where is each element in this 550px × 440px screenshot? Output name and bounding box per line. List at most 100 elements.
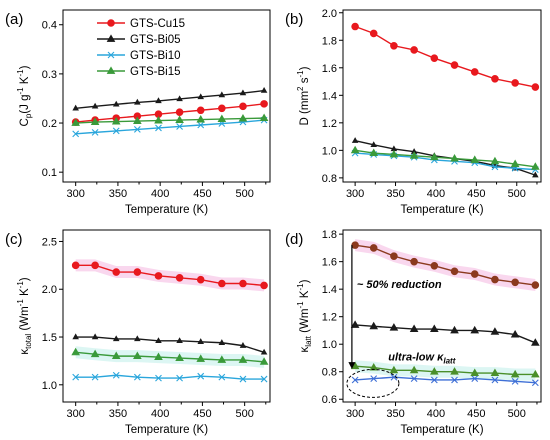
data-point <box>471 375 479 382</box>
data-point <box>490 368 500 377</box>
data-point <box>470 155 480 163</box>
data-point <box>409 324 419 332</box>
data-point <box>491 275 499 284</box>
y-axis-label: κlatt (Wm-1 K-1) <box>296 279 313 352</box>
x-tick-label: 400 <box>151 188 169 200</box>
data-point <box>154 352 163 360</box>
y-tick-label: 1.2 <box>322 118 337 130</box>
series-line <box>355 149 536 168</box>
data-point <box>410 375 418 382</box>
x-tick-label: 450 <box>193 408 211 420</box>
x-tick-label: 350 <box>386 188 404 200</box>
data-point <box>154 115 163 124</box>
x-tick-label: 450 <box>467 408 485 420</box>
data-point <box>217 114 227 122</box>
x-tick-label: 300 <box>346 188 364 200</box>
series-line <box>355 365 536 376</box>
data-point <box>389 365 399 374</box>
data-point <box>351 22 359 31</box>
data-point <box>154 272 163 280</box>
data-point <box>490 156 500 165</box>
data-point <box>197 372 205 380</box>
data-point <box>531 162 540 170</box>
y-tick-label: 2.0 <box>322 8 337 20</box>
legend-label: GTS-Cu15 <box>130 18 185 30</box>
y-axis-label: κtotal (Wm-1 K-1) <box>16 277 33 354</box>
data-point <box>112 268 121 276</box>
data-point <box>370 375 378 382</box>
data-point <box>369 148 379 157</box>
series-line <box>75 89 265 109</box>
data-point <box>155 374 162 382</box>
y-tick-label: 1.6 <box>322 257 337 269</box>
series-2 <box>72 86 268 111</box>
panel-label: (a) <box>5 11 23 28</box>
x-axis-label: Temperature (K) <box>400 204 483 216</box>
series-4 <box>71 113 269 126</box>
data-point <box>369 321 379 330</box>
data-point <box>531 379 539 387</box>
series-4 <box>350 145 540 170</box>
data-point <box>510 329 520 338</box>
y-tick-label: 1.8 <box>322 229 337 241</box>
data-point <box>511 278 519 287</box>
data-point <box>71 261 80 270</box>
plot-frame <box>62 229 271 403</box>
series-line <box>75 374 265 380</box>
data-point <box>218 339 226 345</box>
x-tick-label: 350 <box>109 408 127 420</box>
x-tick-label: 500 <box>235 188 253 200</box>
y-axis-label: Cp(J g-1 K-1) <box>16 65 33 126</box>
data-point <box>176 123 183 130</box>
x-tick-label: 350 <box>109 188 127 200</box>
data-point <box>90 117 100 125</box>
legend-item: GTS-Bi05 <box>97 34 181 46</box>
data-point <box>430 324 439 332</box>
data-point <box>134 98 141 105</box>
series-line <box>75 117 265 124</box>
data-point <box>470 68 479 76</box>
series-line <box>355 376 536 384</box>
series-line <box>75 119 265 135</box>
data-point <box>510 159 520 168</box>
x-tick-label: 350 <box>386 408 404 420</box>
data-point <box>111 116 121 125</box>
data-point <box>389 323 399 331</box>
annotations: ~ 50% reduction ultra-low κlatt <box>346 245 456 398</box>
y-tick-label: 0.8 <box>322 173 337 185</box>
legend-label: GTS-Bi15 <box>130 66 181 78</box>
x-tick-label: 300 <box>346 408 364 420</box>
data-point <box>390 373 398 381</box>
data-point <box>133 126 141 133</box>
legend: GTS-Cu15 GTS-Bi05 GTS-Bi10 GTS-Bi15 <box>97 18 185 78</box>
chart-panel-1: 300 350 400 450 500 0.1 0.2 0.3 0.4 Temperature (… <box>5 9 271 216</box>
series-2 <box>350 320 540 346</box>
series-2 <box>72 333 268 355</box>
data-point <box>260 348 268 355</box>
x-tick-label: 400 <box>427 408 445 420</box>
data-point <box>218 91 226 98</box>
y-tick-label: 2.5 <box>42 236 57 248</box>
series-1 <box>351 22 540 91</box>
data-point <box>410 46 418 54</box>
data-point <box>71 118 80 126</box>
y-tick-label: 1.4 <box>322 284 337 296</box>
y-tick-label: 0.2 <box>42 118 57 130</box>
legend-item: GTS-Bi10 <box>97 50 181 62</box>
data-point <box>491 75 499 83</box>
data-point <box>176 95 183 102</box>
data-point <box>491 376 499 384</box>
y-tick-label: 1.0 <box>322 145 337 157</box>
ultra-low-annotation: ultra-low κlatt <box>388 352 455 366</box>
data-point <box>155 97 162 104</box>
x-axis-label: Temperature (K) <box>125 424 208 436</box>
uncertainty-band <box>355 360 536 381</box>
data-point <box>259 357 269 365</box>
y-axis-label: D (mm2 s-1) <box>296 66 311 125</box>
data-point <box>176 337 183 344</box>
x-tick-label: 500 <box>235 408 253 420</box>
data-point <box>217 355 227 363</box>
data-point <box>430 261 439 270</box>
series-line <box>354 25 536 88</box>
